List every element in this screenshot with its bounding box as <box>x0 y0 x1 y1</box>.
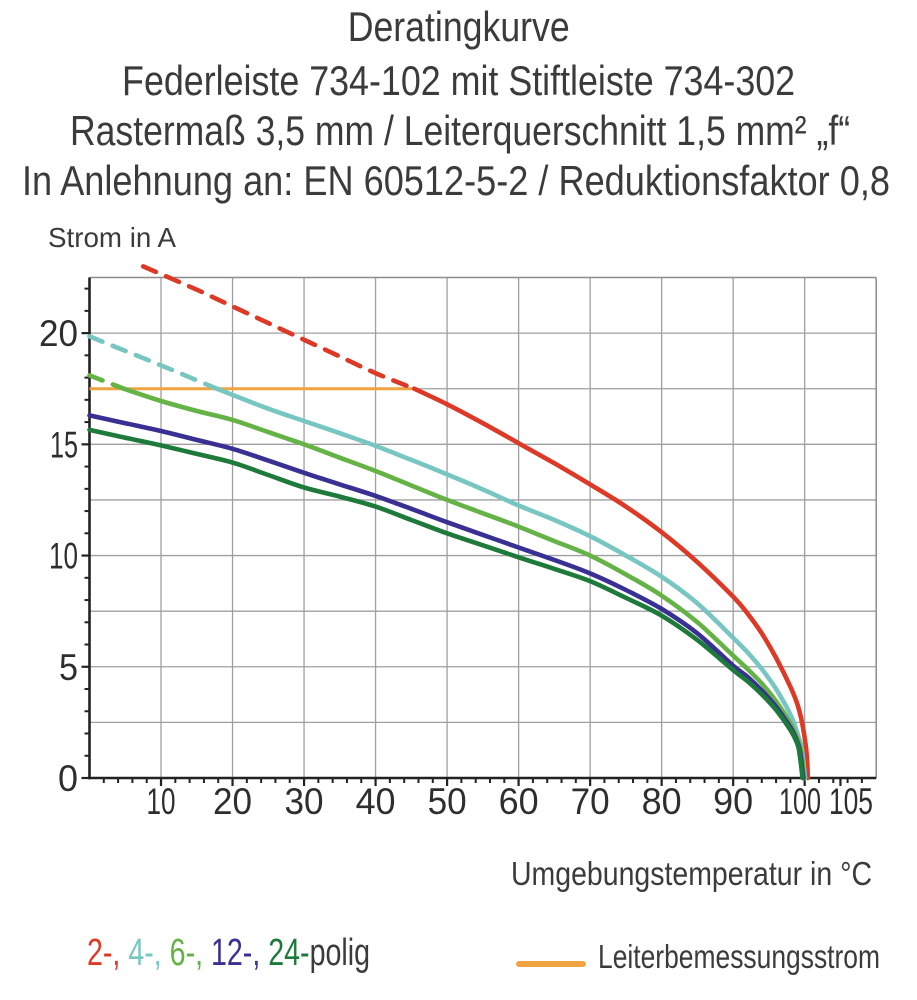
y-axis-title-text: Strom in A <box>48 222 176 253</box>
y-tick-label: 20 <box>39 313 78 354</box>
curve-6-polig-dashed <box>87 373 127 391</box>
legend-poles-part-4: 4-, <box>128 932 170 974</box>
chart-subtitle-2-text: Rastermaß 3,5 mm / Leiterquerschnitt 1,5… <box>70 107 851 154</box>
legend-poles-part-24: 24- <box>268 932 310 974</box>
chart-subtitle-3-text: In Anlehnung an: EN 60512-5-2 / Reduktio… <box>22 157 890 204</box>
x-tick-label: 20 <box>213 781 252 822</box>
x-tick-label: 100 <box>779 781 821 822</box>
rated-current-line-swatch <box>516 961 586 967</box>
curve-6-polig <box>121 386 807 781</box>
y-tick-label: 10 <box>49 536 78 577</box>
legend-rated-label: Leiterbemessungsstrom <box>598 940 917 973</box>
x-tick-label: 70 <box>571 781 610 822</box>
x-tick-label: 105 <box>829 781 873 822</box>
chart-subtitle-2: Rastermaß 3,5 mm / Leiterquerschnitt 1,5… <box>0 110 917 152</box>
legend-poles-part-2: 2-, <box>87 932 129 974</box>
curve-12-polig <box>87 413 806 781</box>
curve-4-polig <box>214 386 808 781</box>
y-tick-label: 0 <box>58 758 78 799</box>
chart-title-text: Deratingkurve <box>347 3 570 50</box>
legend-poles-part-6: 6-, <box>169 932 211 974</box>
curve-2-polig-dashed <box>140 264 417 391</box>
x-axis-title: Umgebungstemperatur in °C <box>511 857 917 890</box>
x-tick-label: 40 <box>356 781 396 822</box>
chart-subtitle-1-text: Federleiste 734-102 mit Stiftleiste 734-… <box>121 57 796 104</box>
y-axis-title: Strom in A <box>48 224 177 252</box>
legend-poles-text: 2-, 4-, 6-, 12-, 24-polig <box>87 934 370 972</box>
curve-4-polig-dashed <box>87 334 220 391</box>
legend-poles-part-12: 12-, <box>210 932 269 974</box>
x-tick-label: 80 <box>642 781 682 822</box>
x-tick-label: 10 <box>147 781 176 822</box>
y-tick-label: 5 <box>59 647 78 688</box>
curve-2-polig <box>411 386 811 781</box>
x-tick-label: 30 <box>285 781 324 822</box>
curve-24-polig <box>87 427 805 781</box>
chart-subtitle-1: Federleiste 734-102 mit Stiftleiste 734-… <box>0 60 917 102</box>
chart-subtitle-3: In Anlehnung an: EN 60512-5-2 / Reduktio… <box>0 160 917 202</box>
x-tick-label: 90 <box>713 781 753 822</box>
x-tick-label: 60 <box>499 781 539 822</box>
y-tick-label: 15 <box>50 424 78 465</box>
legend-rated-label-text: Leiterbemessungsstrom <box>598 938 881 975</box>
chart-title: Deratingkurve <box>0 6 917 48</box>
legend-poles-suffix: polig <box>309 932 371 974</box>
x-tick-label: 50 <box>428 781 467 822</box>
x-axis-title-text: Umgebungstemperatur in °C <box>511 855 873 892</box>
legend-poles: 2-, 4-, 6-, 12-, 24-polig <box>87 934 463 972</box>
legend-rated-swatch <box>516 955 586 971</box>
